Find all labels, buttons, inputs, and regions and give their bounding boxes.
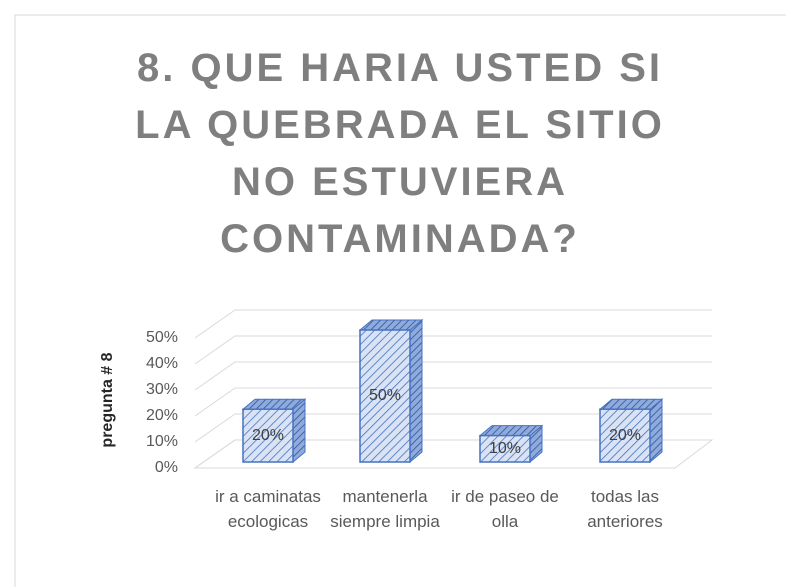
bar	[479, 434, 531, 463]
grid-line	[194, 439, 712, 469]
bar-side	[409, 318, 423, 464]
x-tick-label: mantenerla siempre limpia	[330, 487, 440, 531]
grid-line	[194, 387, 712, 417]
y-tick-label: 10%	[146, 433, 178, 450]
grid-line	[194, 361, 712, 391]
data-label: 10%	[489, 440, 521, 457]
x-tick-label: ir a caminatas ecologicas	[215, 487, 321, 531]
x-tick-label: todas las anteriores	[587, 487, 663, 531]
grid-line	[194, 309, 712, 339]
y-axis-title: pregunta # 8	[99, 352, 116, 447]
y-tick-label: 50%	[146, 329, 178, 346]
bar-side	[292, 398, 306, 464]
chart-title: 8. QUE HARIA USTED SI LA QUEBRADA EL SIT…	[135, 46, 665, 261]
y-tick-label: 20%	[146, 407, 178, 424]
bar	[599, 408, 651, 463]
y-tick-label: 30%	[146, 381, 178, 398]
bar	[242, 408, 294, 463]
chart-border	[14, 14, 786, 587]
x-tick-label: ir de paseo de olla	[451, 487, 559, 531]
grid-line	[194, 335, 712, 365]
grid-line	[194, 413, 712, 443]
y-tick-label: 40%	[146, 355, 178, 372]
data-label: 50%	[369, 387, 401, 404]
bar	[359, 329, 411, 463]
y-tick-label: 0%	[155, 459, 178, 476]
data-label: 20%	[609, 427, 641, 444]
bar-side	[649, 398, 663, 464]
data-label: 20%	[252, 427, 284, 444]
